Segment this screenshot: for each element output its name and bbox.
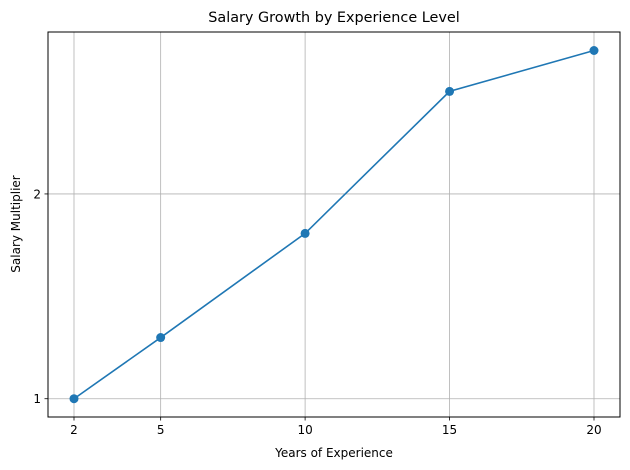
x-tick-label: 10 <box>297 423 312 437</box>
x-tick-label: 2 <box>70 423 78 437</box>
y-axis-label: Salary Multiplier <box>9 175 23 273</box>
x-axis-ticks: 2 5 10 15 20 <box>70 417 602 437</box>
data-point-marker <box>69 394 79 404</box>
data-point-marker <box>156 333 166 343</box>
data-series <box>69 45 599 404</box>
x-tick-label: 20 <box>586 423 601 437</box>
x-tick-label: 5 <box>157 423 165 437</box>
x-axis-label: Years of Experience <box>274 446 393 460</box>
chart-title: Salary Growth by Experience Level <box>208 10 459 26</box>
x-tick-label: 15 <box>442 423 457 437</box>
data-point-marker <box>300 228 310 238</box>
data-point-marker <box>445 86 455 96</box>
y-tick-label: 2 <box>33 187 41 201</box>
plot-frame <box>47 31 621 418</box>
y-tick-label: 1 <box>33 392 41 406</box>
data-point-marker <box>589 45 599 55</box>
y-axis-ticks: 12 <box>33 187 48 406</box>
series-line <box>73 49 595 400</box>
grid-lines <box>48 32 620 417</box>
